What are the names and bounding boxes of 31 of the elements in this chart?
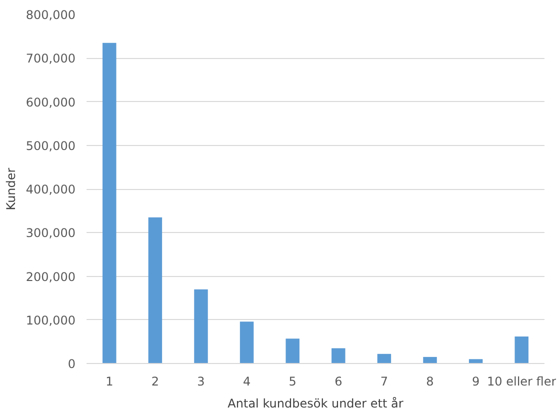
y-axis-title: Kunder — [4, 168, 18, 210]
bar — [102, 42, 116, 364]
x-tick-label: 1 — [106, 374, 114, 388]
x-tick-label: 5 — [288, 374, 296, 388]
x-tick-label: 8 — [426, 374, 434, 388]
y-tick-label: 500,000 — [26, 138, 76, 153]
bar — [423, 356, 437, 364]
y-tick-label: 600,000 — [26, 95, 76, 110]
y-tick-label: 200,000 — [26, 270, 76, 284]
y-tick-label: 100,000 — [26, 313, 76, 328]
y-tick-label: 0 — [68, 357, 76, 371]
x-tick-label: 3 — [197, 374, 205, 388]
x-tick-label: 6 — [334, 374, 342, 388]
y-tick-label: 300,000 — [26, 226, 76, 240]
y-tick-label: 800,000 — [26, 8, 76, 22]
bar — [468, 359, 483, 364]
bar — [148, 217, 162, 364]
x-axis-title: Antal kundbesök under ett år — [228, 396, 404, 410]
y-tick-label: 700,000 — [26, 52, 76, 66]
bar — [240, 322, 254, 364]
x-tick-label: 2 — [151, 374, 160, 388]
bar — [332, 348, 346, 364]
bar — [514, 336, 528, 364]
x-tick-label: 10 eller fler — [487, 374, 556, 388]
x-tick-label: 4 — [242, 374, 251, 388]
x-tick-label: 9 — [472, 374, 480, 388]
x-tick-label: 7 — [380, 374, 388, 388]
bar — [377, 354, 392, 364]
y-tick-label: 400,000 — [26, 182, 76, 196]
bar — [194, 289, 208, 364]
bar — [286, 338, 300, 364]
